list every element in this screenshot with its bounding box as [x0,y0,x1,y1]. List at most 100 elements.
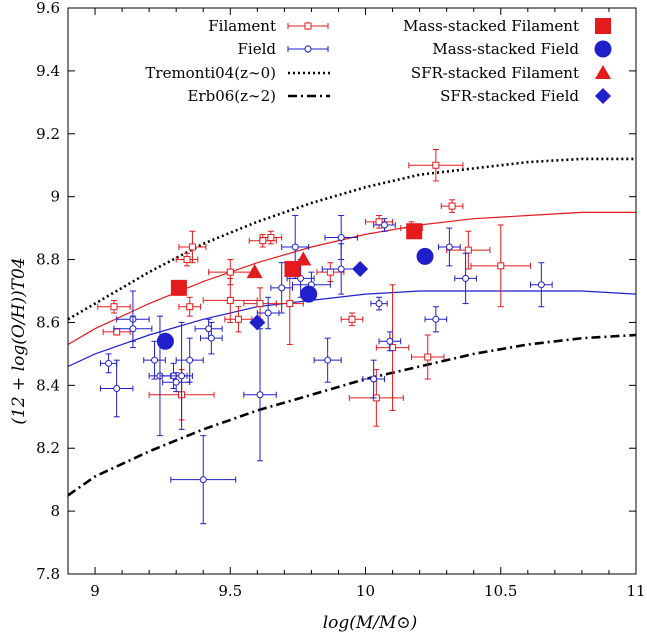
curve-solid-red [67,211,636,346]
x-tick-label: 10 [356,582,375,600]
y-tick-label: 9.6 [36,0,60,17]
data-point [497,262,505,270]
data-point [156,332,174,350]
series-mass-stacked-filament [170,223,423,296]
data-point [113,384,121,392]
data-point [295,251,312,266]
curves-layer [67,157,637,497]
y-axis-title: (12 + log(O/H))T04 [9,257,29,424]
data-point [188,243,196,251]
legend-label: Filament [208,17,276,35]
data-point [110,303,118,311]
data-point [448,202,456,210]
x-tick-label: 9 [90,582,100,600]
y-tick-label: 8.2 [36,439,60,457]
data-point [234,315,242,323]
plot-frame [67,7,637,575]
data-point [300,285,318,303]
legend-label: SFR-stacked Filament [411,64,579,82]
data-point [462,274,470,282]
legend-label: Mass-stacked Field [432,40,579,58]
data-point [256,300,264,308]
data-point [256,391,264,399]
legend-sample-marker [304,22,312,30]
data-point [389,344,397,352]
data-point [424,353,432,361]
legend-label: Erb06(z∼2) [187,87,276,105]
legend-label: Field [238,40,277,58]
legend-sample-marker [595,88,611,104]
y-tick-label: 9 [50,188,60,206]
curve-solid-blue [67,290,637,368]
data-point [326,268,334,276]
y-tick-label: 7.8 [36,565,60,583]
series-sfr-stacked-filament [246,251,312,279]
series-field [99,215,553,525]
series-mass-stacked-field [156,247,434,350]
data-point [267,234,275,242]
data-point [348,315,356,323]
curve-dash-dot [67,333,637,497]
y-tick-label: 9.4 [36,62,60,80]
legend-label: Mass-stacked Filament [403,17,579,35]
data-point [406,223,423,240]
data-point [105,359,113,367]
data-point [207,334,215,342]
data-point [199,476,207,484]
data-point [537,281,545,289]
data-point [246,264,263,279]
data-point [226,296,234,304]
data-point [432,315,440,323]
data-point [259,237,267,245]
data-point [278,284,286,292]
data-point [324,356,332,364]
data-point [386,337,394,345]
legend-label: Tremonti04(z∼0) [145,64,276,82]
data-point [370,375,378,383]
data-point [172,378,180,386]
data-point [375,300,383,308]
y-tick-label: 8.6 [36,313,60,331]
data-point [291,243,299,251]
y-tick-label: 8 [50,502,60,520]
series-sfr-stacked-field [249,260,369,331]
data-point [432,161,440,169]
y-tick-label: 8.8 [36,251,60,269]
data-point [170,279,187,296]
data-point [151,356,159,364]
data-point [186,356,194,364]
data-point [286,300,294,308]
legend-sample-marker [595,65,611,79]
y-tick-label: 8.4 [36,376,60,394]
legend-sample-marker [304,45,312,53]
legend-sample-marker [595,18,611,34]
legend-label: SFR-stacked Field [440,87,579,105]
data-point [445,243,453,251]
y-tick-label: 9.2 [36,125,60,143]
data-point [178,372,186,380]
data-point [113,328,121,336]
data-point [380,221,388,229]
legend-sample-marker [594,40,612,58]
x-tick-label: 9.5 [218,582,242,600]
data-point [249,314,266,331]
points-layer [97,149,553,525]
x-tick-label: 10.5 [484,582,517,600]
ticks-layer: 9 9.5 10 10.5 11 7.8 8 8.2 8.4 8.6 8.8 9 9.2 9.4 9.6 [36,0,645,600]
data-point [264,309,272,317]
x-axis-title: log(M/M⊙) [323,613,418,633]
data-point [464,246,472,254]
legend: Filament Field Tremonti04(z∼0) Erb06(z∼2) Ma… [145,17,612,105]
data-point [129,325,137,333]
data-point [186,303,194,311]
x-tick-label: 11 [626,582,645,600]
data-point [416,247,434,265]
data-point [183,256,191,264]
data-point [337,234,345,242]
data-point [226,268,234,276]
data-point [337,265,345,273]
curve-dotted [67,157,636,321]
data-point [205,325,213,333]
